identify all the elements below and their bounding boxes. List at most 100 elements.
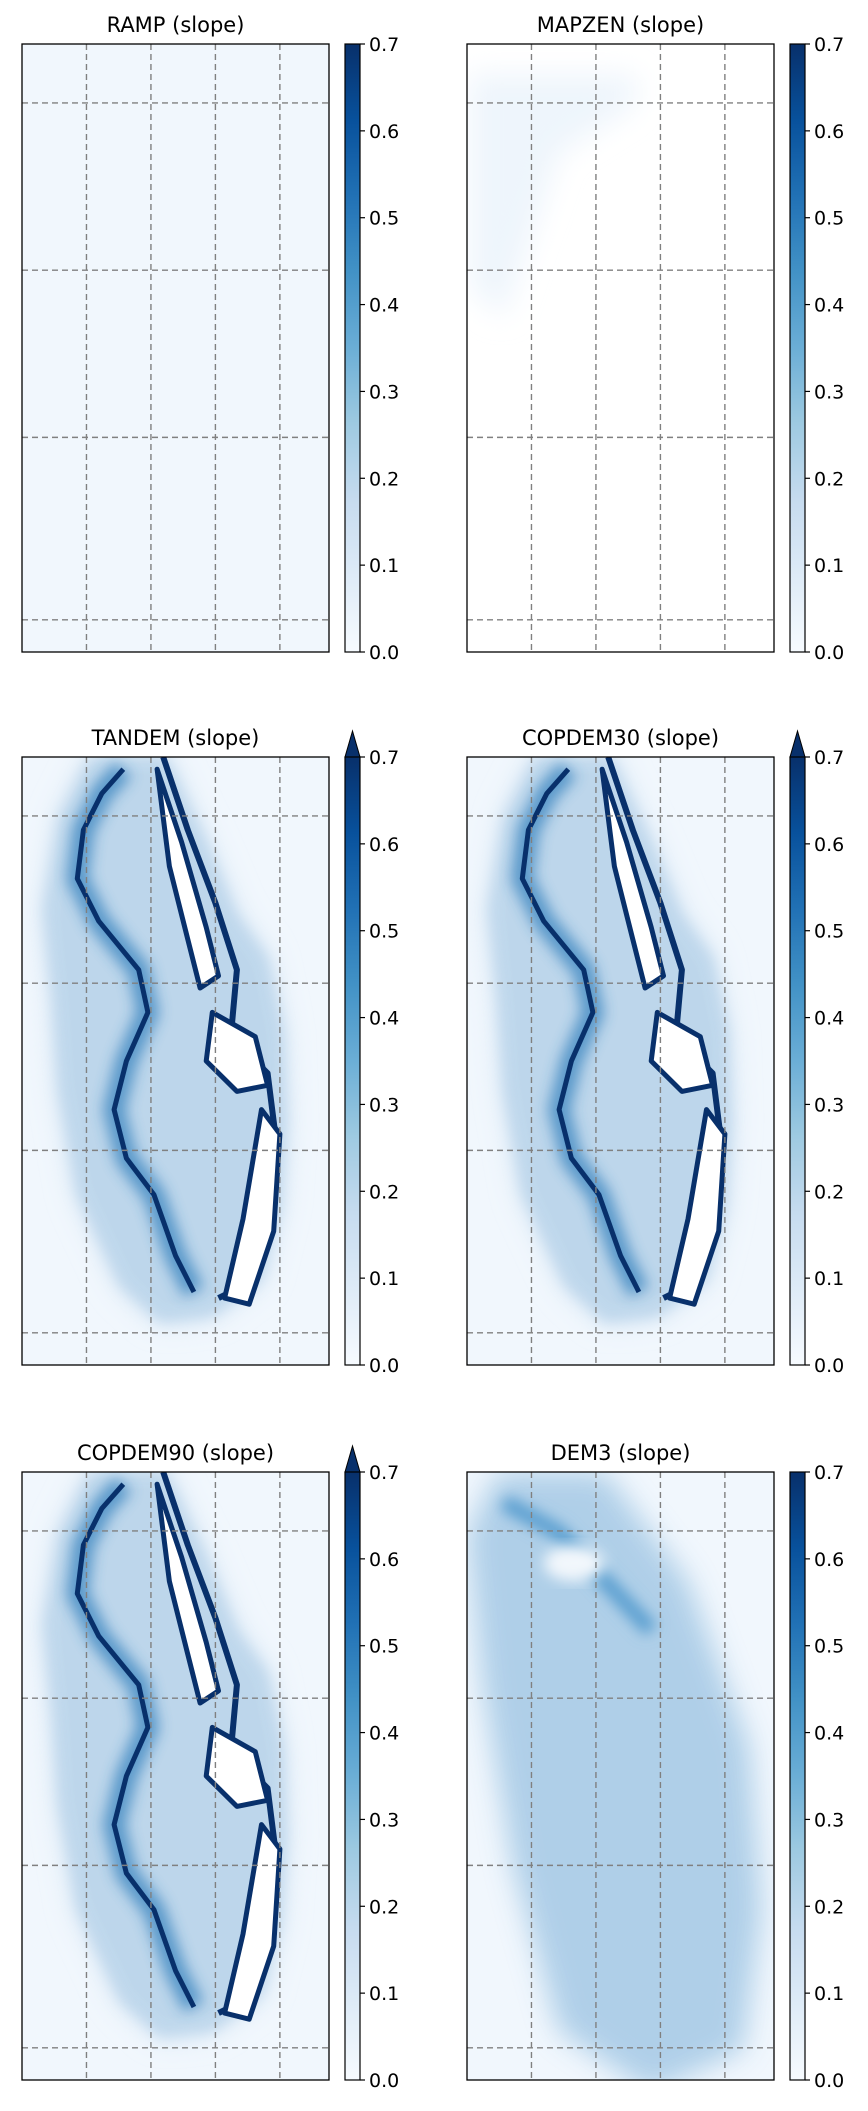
ridge-outline-1 [599,766,666,991]
ridge-outline-1 [154,1481,221,1706]
colorbar: 0.0 0.1 0.2 0.3 0.4 0.5 0.6 0.7 [789,729,844,1377]
colorbar-frame [789,43,806,653]
ridge-outline-3 [222,1822,283,2022]
ridge-outline-2 [203,1009,271,1094]
colorbar-tick-label: 0.5 [814,921,844,943]
colorbar-gradient [345,44,360,652]
axes-frame [466,756,775,1366]
ridge-outline-2 [648,1009,716,1094]
colorbar-tick-label: 0.0 [369,642,399,664]
colorbar-tick-label: 0.1 [369,555,399,577]
colorbar-gradient [790,44,805,652]
heatmap-background [22,44,329,652]
colorbar-tick-label: 0.5 [369,208,399,230]
colorbar-extend-arrow [344,1444,361,1473]
colorbar-tick-label: 0.5 [814,208,844,230]
colorbar: 0.0 0.1 0.2 0.3 0.4 0.5 0.6 0.7 [344,34,399,664]
colorbar-tick-label: 0.0 [814,642,844,664]
colorbar-tick-label: 0.0 [814,2070,844,2092]
faint-slope-area [470,74,636,318]
chart-panel-6: DEM3 (slope) 0.0 0.1 0.2 0.3 0.4 0.5 0.6 0.7 [466,1441,844,2092]
colorbar-tick-label: 0.7 [369,34,399,56]
colorbar-tick-label: 0.3 [369,381,399,403]
colorbar-tick-label: 0.0 [369,2070,399,2092]
colorbar-tick-label: 0.3 [369,1094,399,1116]
colorbar: 0.0 0.1 0.2 0.3 0.4 0.5 0.6 0.7 [789,1462,844,2092]
ridge-outline-1 [154,766,221,991]
heatmap-image [22,44,329,652]
heatmap-image [467,757,774,1365]
colorbar-gradient [345,1472,360,2080]
axes-frame [466,43,775,653]
colorbar: 0.0 0.1 0.2 0.3 0.4 0.5 0.6 0.7 [789,34,844,664]
colorbar-extend-arrow [344,729,361,758]
colorbar-tick-label: 0.1 [814,1268,844,1290]
ridge-outline-3 [667,1107,728,1307]
colorbar-tick-label: 0.1 [814,555,844,577]
colorbar-tick-label: 0.4 [369,1723,399,1745]
chart-title: MAPZEN (slope) [537,13,704,37]
colorbar-tick-label: 0.5 [369,921,399,943]
colorbar-frame [789,1471,806,2081]
colorbar-tick-label: 0.7 [814,747,844,769]
colorbar-tick-label: 0.1 [369,1268,399,1290]
steep-edge-west [519,767,642,1294]
colorbar-tick-label: 0.6 [369,834,399,856]
colorbar-tick-label: 0.3 [814,381,844,403]
colorbar-tick-label: 0.4 [369,1008,399,1030]
chart-panel-5: COPDEM90 (slope) 0.0 0.1 0.2 0.3 0.4 0.5 0.6 0.7 [21,1441,399,2092]
colorbar-tick-label: 0.6 [814,834,844,856]
colorbar-tick-label: 0.5 [814,1636,844,1658]
colorbar-tick-label: 0.2 [369,1896,399,1918]
chart-panel-3: TANDEM (slope) 0.0 0.1 0.2 0.3 0.4 0.5 0.6 0.7 [21,726,399,1377]
colorbar-frame [344,1471,361,2081]
colorbar-tick-label: 0.2 [369,468,399,490]
steep-edge-west [74,767,197,1294]
colorbar-tick-label: 0.7 [814,34,844,56]
colorbar-frame [344,756,361,1366]
chart-panel-1: RAMP (slope) 0.0 0.1 0.2 0.3 0.4 0.5 0.6 0.7 [21,13,399,664]
colorbar-gradient [345,757,360,1365]
colorbar-tick-label: 0.2 [369,1181,399,1203]
ridge-outline-2 [203,1724,271,1809]
colorbar-frame [789,756,806,1366]
axes-frame [21,756,330,1366]
chart-title: COPDEM90 (slope) [77,1441,274,1465]
colorbar-tick-label: 0.2 [814,1181,844,1203]
chart-title: RAMP (slope) [107,13,245,37]
ridge-outline-3 [222,1107,283,1307]
axes-frame [466,1471,775,2081]
colorbar-tick-label: 0.4 [814,1008,844,1030]
chart-title: DEM3 (slope) [551,1441,691,1465]
colorbar-tick-label: 0.6 [814,121,844,143]
chart-title: COPDEM30 (slope) [522,726,719,750]
colorbar-tick-label: 0.7 [814,1462,844,1484]
colorbar-tick-label: 0.4 [814,295,844,317]
colorbar-tick-label: 0.4 [814,1723,844,1745]
smooth-slope-field [467,1472,762,2080]
colorbar: 0.0 0.1 0.2 0.3 0.4 0.5 0.6 0.7 [344,729,399,1377]
colorbar-tick-label: 0.1 [814,1983,844,2005]
chart-panel-4: COPDEM30 (slope) 0.0 0.1 0.2 0.3 0.4 0.5 0.6 0.7 [466,726,844,1377]
heatmap-image [22,757,329,1365]
colorbar-tick-label: 0.7 [369,747,399,769]
glacier-body [43,1472,286,2038]
colorbar-tick-label: 0.4 [369,295,399,317]
colorbar-gradient [790,757,805,1365]
heatmap-image [467,44,774,652]
colorbar: 0.0 0.1 0.2 0.3 0.4 0.5 0.6 0.7 [344,1444,399,2092]
colorbar-tick-label: 0.2 [814,468,844,490]
heatmap-image [467,1472,774,2080]
colorbar-frame [344,43,361,653]
colorbar-tick-label: 0.3 [369,1809,399,1831]
colorbar-tick-label: 0.6 [369,1549,399,1571]
colorbar-tick-label: 0.7 [369,1462,399,1484]
heatmap-image [22,1472,329,2080]
axes-frame [21,1471,330,2081]
flat-area [543,1544,606,1582]
axes-frame [21,43,330,653]
colorbar-tick-label: 0.6 [814,1549,844,1571]
colorbar-extend-arrow [789,729,806,758]
colorbar-tick-label: 0.3 [814,1094,844,1116]
